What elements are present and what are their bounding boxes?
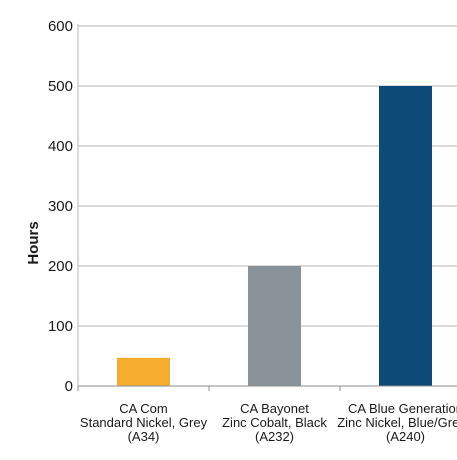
x-tick-label-line: Zinc Nickel, Blue/Green bbox=[337, 415, 457, 430]
y-tick-label-100: 100 bbox=[48, 318, 73, 335]
y-tick-label-300: 300 bbox=[48, 198, 73, 215]
x-tick-label-1: CA Com Standard Nickel, Grey (A34) bbox=[80, 401, 208, 444]
y-tick-label-400: 400 bbox=[48, 138, 73, 155]
axes bbox=[77, 24, 457, 391]
labels: 0 100 200 300 400 500 600 CA Com Standard Nickel… bbox=[25, 18, 457, 444]
x-tick-label-line: CA Com bbox=[119, 401, 167, 416]
bar-3 bbox=[379, 86, 432, 386]
y-tick-label-500: 500 bbox=[48, 78, 73, 95]
bar-1 bbox=[117, 357, 170, 386]
x-tick-label-line: Zinc Cobalt, Black bbox=[222, 415, 327, 430]
bars bbox=[117, 86, 432, 386]
y-tick-label-200: 200 bbox=[48, 258, 73, 275]
x-tick-label-line: (A232) bbox=[255, 429, 294, 444]
y-tick-label-600: 600 bbox=[48, 18, 73, 35]
x-tick-label-line: CA Blue Generation bbox=[348, 401, 457, 416]
x-tick-label-line: Standard Nickel, Grey bbox=[80, 415, 208, 430]
y-axis-label: Hours bbox=[25, 221, 42, 264]
x-tick-label-2: CA Bayonet Zinc Cobalt, Black (A232) bbox=[222, 401, 327, 444]
x-tick-label-line: (A240) bbox=[386, 429, 425, 444]
x-tick-label-line: CA Bayonet bbox=[240, 401, 309, 416]
x-tick-label-line: (A34) bbox=[128, 429, 160, 444]
bar-2 bbox=[248, 266, 301, 386]
y-tick-label-0: 0 bbox=[65, 378, 73, 395]
